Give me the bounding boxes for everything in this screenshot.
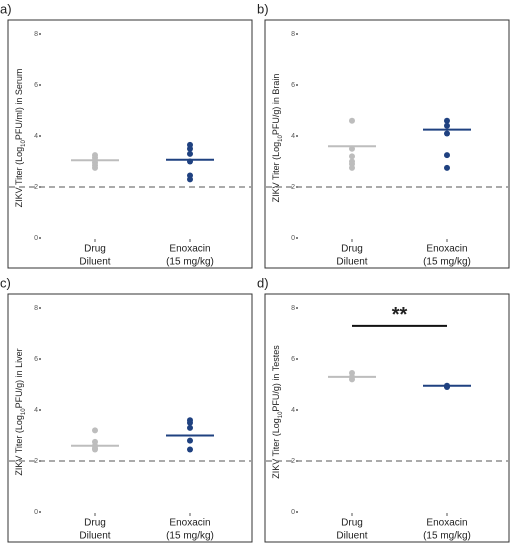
- data-point: [187, 424, 193, 431]
- y-axis-label-part: PFU/ml) in Serum: [14, 69, 24, 141]
- y-axis-label-part: ZIKV Titer (Log: [14, 415, 24, 476]
- y-tick-label: 2: [34, 184, 38, 191]
- x-tick-label: Drug: [341, 244, 363, 255]
- data-point: [444, 164, 450, 171]
- plot-frame: [264, 19, 510, 269]
- x-tick-label: Enoxacin: [426, 244, 467, 255]
- data-point: [349, 153, 355, 160]
- y-axis-label: ZIKV Titer (Log10PFU/g) in Brain: [271, 74, 283, 203]
- data-point: [444, 122, 450, 129]
- y-tick-label: 6: [34, 356, 38, 363]
- data-point: [444, 384, 450, 391]
- x-tick-label: (15 mg/kg): [423, 257, 471, 268]
- y-axis-label-part: 10: [278, 135, 284, 142]
- data-point: [187, 176, 193, 183]
- y-tick-label: 2: [291, 458, 295, 465]
- data-point: [349, 164, 355, 171]
- data-point: [187, 158, 193, 165]
- plot-frame: [7, 19, 253, 269]
- data-point: [444, 117, 450, 124]
- y-tick-label: 0: [34, 235, 38, 242]
- y-axis-label: ZIKV Titer (Log10PFU/g) in Liver: [14, 348, 26, 475]
- y-axis-label-part: 10: [278, 411, 284, 418]
- y-axis-label-part: PFU/g) in Liver: [14, 348, 24, 408]
- data-point: [444, 152, 450, 159]
- x-tick-label: Diluent: [79, 531, 110, 542]
- x-tick-label: Drug: [341, 518, 363, 529]
- y-tick-label: 0: [34, 509, 38, 516]
- plot-frame: [7, 293, 253, 543]
- panel-label: d): [257, 275, 269, 290]
- y-tick-label: 4: [291, 133, 295, 140]
- y-tick-label: 0: [291, 509, 295, 516]
- y-tick-label: 2: [291, 184, 295, 191]
- data-point: [187, 446, 193, 453]
- data-point: [92, 446, 98, 453]
- y-axis-label-part: 10: [21, 139, 27, 146]
- y-tick-label: 4: [34, 407, 38, 414]
- y-axis-label-part: PFU/g) in Testes: [271, 345, 281, 412]
- data-point: [187, 145, 193, 152]
- x-tick-label: Drug: [84, 518, 106, 529]
- y-tick-label: 6: [34, 82, 38, 89]
- x-tick-label: (15 mg/kg): [166, 257, 214, 268]
- data-point: [187, 437, 193, 444]
- x-tick-label: Diluent: [336, 257, 367, 268]
- x-tick-label: Diluent: [79, 257, 110, 268]
- y-tick-label: 8: [291, 305, 295, 312]
- data-point: [92, 164, 98, 171]
- data-point: [187, 150, 193, 157]
- y-axis-label-part: ZIKV Titer (Log: [14, 147, 24, 208]
- y-axis-label: ZIKV Titer (Log10PFU/g) in Testes: [271, 345, 283, 479]
- y-tick-label: 4: [291, 407, 295, 414]
- x-tick-label: Enoxacin: [426, 518, 467, 529]
- y-tick-label: 8: [34, 31, 38, 38]
- panel-label: b): [257, 1, 269, 16]
- x-tick-label: (15 mg/kg): [423, 531, 471, 542]
- y-axis-label-part: PFU/g) in Brain: [271, 74, 281, 136]
- x-tick-label: Diluent: [336, 531, 367, 542]
- panel-label: c): [0, 275, 11, 290]
- data-point: [349, 145, 355, 152]
- y-axis-label-part: ZIKV Titer (Log: [271, 418, 281, 479]
- y-tick-label: 6: [291, 356, 295, 363]
- x-tick-label: Enoxacin: [169, 518, 210, 529]
- x-tick-label: (15 mg/kg): [166, 531, 214, 542]
- x-tick-label: Enoxacin: [169, 244, 210, 255]
- significance-label: **: [392, 304, 408, 326]
- y-tick-label: 0: [291, 235, 295, 242]
- y-axis-label: ZIKV Titer (Log10PFU/ml) in Serum: [14, 69, 26, 208]
- y-axis-label-part: ZIKV Titer (Log: [271, 142, 281, 203]
- x-tick-label: Drug: [84, 244, 106, 255]
- y-tick-label: 8: [291, 31, 295, 38]
- data-point: [349, 117, 355, 124]
- panel-label: a): [0, 1, 12, 16]
- y-tick-label: 4: [34, 133, 38, 140]
- data-point: [92, 427, 98, 434]
- data-point: [187, 419, 193, 426]
- data-point: [349, 376, 355, 383]
- data-point: [444, 130, 450, 137]
- y-tick-label: 2: [34, 458, 38, 465]
- y-tick-label: 8: [34, 305, 38, 312]
- y-tick-label: 6: [291, 82, 295, 89]
- plot-frame: [264, 293, 510, 543]
- y-axis-label-part: 10: [21, 408, 27, 415]
